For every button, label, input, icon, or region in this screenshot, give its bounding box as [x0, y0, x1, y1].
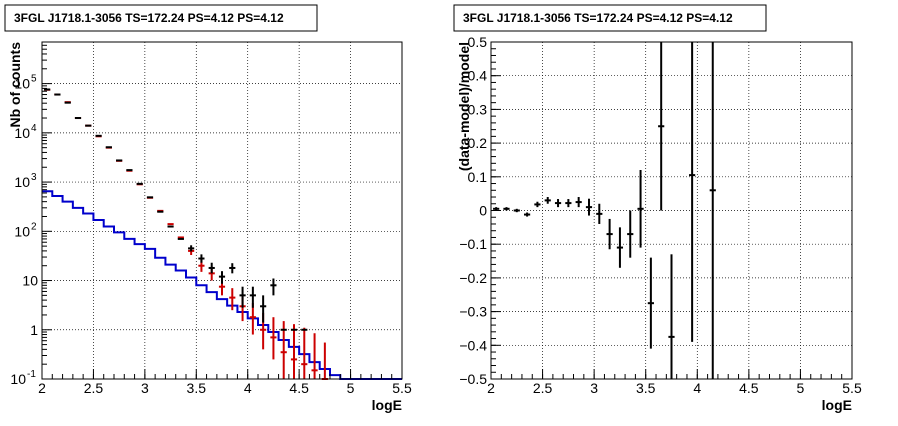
y-tick-exponent: 4: [31, 123, 37, 134]
x-tick-label: 3.5: [636, 380, 656, 396]
x-tick-label: 4.5: [739, 380, 759, 396]
x-tick-label: 4: [693, 380, 701, 396]
data-point: [208, 262, 215, 274]
y-tick-label: 10: [14, 174, 30, 190]
y-tick-label: −0.2: [459, 270, 487, 286]
left-grid: [42, 42, 402, 379]
data-point: [503, 207, 510, 211]
x-tick-label: 2.5: [84, 380, 104, 396]
y-tick-label: −0.4: [459, 337, 487, 353]
y-tick-label: −0.1: [459, 236, 487, 252]
y-tick-exponent: 5: [31, 74, 37, 85]
y-tick-exponent: 2: [31, 221, 37, 232]
left-title-box: [4, 4, 318, 32]
y-tick-label: 1: [30, 322, 38, 338]
x-tick-label: 5: [797, 380, 805, 396]
data-point: [249, 302, 256, 335]
y-tick-label: 10: [14, 125, 30, 141]
y-tick-exponent: 3: [31, 172, 37, 183]
x-tick-label: 2.5: [533, 380, 553, 396]
data-point: [658, 42, 665, 211]
right-title: 3FGL J1718.1-3056 TS=172.24 PS=4.12 PS=4…: [463, 11, 733, 25]
data-point: [239, 286, 246, 308]
y-tick-label: 0.3: [468, 101, 488, 117]
data-point: [554, 199, 562, 208]
model-step-line: [42, 190, 402, 380]
data-point: [524, 212, 531, 217]
data-point: [709, 42, 716, 379]
right-data: [493, 42, 716, 379]
left-ylabel: Nb of counts: [7, 42, 23, 128]
right-ylabel: (data-model)/model: [456, 42, 472, 171]
data-point: [301, 327, 308, 379]
left-panel-counts: 3FGL J1718.1-3056 TS=172.24 PS=4.12 PS=4…: [4, 4, 412, 413]
x-tick-label: 2: [487, 380, 495, 396]
data-point: [534, 201, 541, 208]
data-point: [575, 197, 582, 208]
y-tick-label: 0.4: [468, 68, 488, 84]
y-tick-label: 0.2: [468, 135, 488, 151]
data-point: [218, 271, 226, 284]
y-tick-label: 0.5: [468, 34, 488, 50]
y-tick-exponent: -1: [27, 369, 36, 380]
data-point: [249, 286, 256, 308]
data-point: [198, 254, 205, 263]
data-point: [270, 278, 277, 296]
right-frame: [490, 41, 853, 380]
right-panel-residuals: 3FGL J1718.1-3056 TS=172.24 PS=4.12 PS=4…: [453, 4, 862, 413]
y-tick-label: 10: [14, 76, 30, 92]
data-point: [229, 288, 236, 311]
right-xlabel: logE: [822, 397, 852, 413]
y-tick-label: 0: [479, 203, 487, 219]
data-point: [606, 218, 613, 250]
left-title: 3FGL J1718.1-3056 TS=172.24 PS=4.12 PS=4…: [14, 11, 284, 25]
data-point: [647, 257, 654, 349]
x-tick-label: 3.5: [187, 380, 207, 396]
x-tick-label: 4.5: [289, 380, 309, 396]
y-tick-label: −0.5: [459, 371, 487, 387]
left-xlabel: logE: [372, 397, 402, 413]
data-point: [544, 197, 551, 204]
x-tick-label: 5.5: [842, 380, 862, 396]
x-tick-label: 5: [347, 380, 355, 396]
data-point: [260, 295, 267, 323]
data-point: [229, 263, 236, 274]
x-tick-label: 3: [590, 380, 598, 396]
y-tick-label: 0.1: [468, 169, 488, 185]
data-point: [616, 227, 624, 268]
data-point: [493, 207, 500, 211]
x-tick-label: 5.5: [392, 380, 412, 396]
data-point: [565, 199, 572, 208]
y-tick-label: 10: [22, 273, 38, 289]
data-point: [668, 254, 675, 379]
data-point: [188, 245, 195, 252]
data-point: [321, 342, 328, 380]
right-ticks: 2 2.5 3 3.5 4 4.5 5 5.5 −0.5 −0.4 −0.3 −0.2 −0.1 0 0.1…: [459, 34, 862, 396]
data-point: [290, 324, 298, 379]
right-title-box: [453, 4, 767, 32]
data-point: [689, 42, 696, 342]
y-tick-label: 10: [14, 223, 30, 239]
left-frame: [41, 41, 403, 380]
x-tick-label: 3: [141, 380, 149, 396]
y-tick-label: −0.3: [459, 304, 487, 320]
left-data: [42, 88, 402, 380]
data-point: [637, 170, 644, 248]
data-point: [596, 203, 603, 224]
data-point: [311, 333, 318, 379]
y-tick-label: 10: [10, 371, 26, 387]
data-point: [585, 198, 593, 216]
x-tick-label: 4: [244, 380, 252, 396]
data-point: [270, 317, 277, 360]
data-point: [513, 208, 520, 213]
data-point: [627, 210, 634, 258]
x-tick-label: 2: [38, 380, 46, 396]
